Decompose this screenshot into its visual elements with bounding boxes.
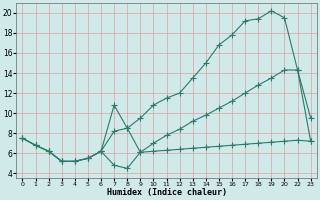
X-axis label: Humidex (Indice chaleur): Humidex (Indice chaleur) (107, 188, 227, 197)
